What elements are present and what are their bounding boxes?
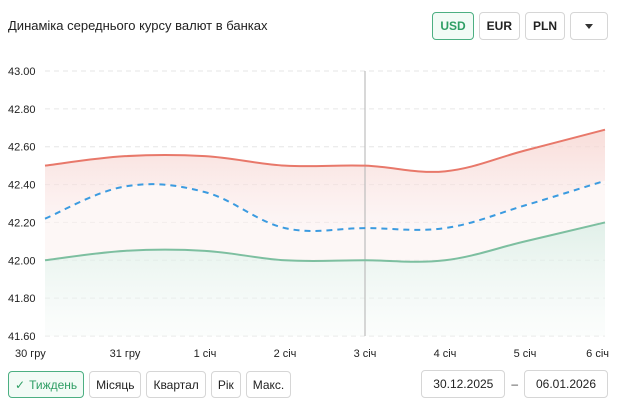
sell-area [45,129,605,231]
series-line-average [44,179,606,232]
y-tick-label: 42.40 [8,180,36,192]
period-quarter-button[interactable]: Квартал [146,371,206,398]
date-from-input[interactable]: 30.12.2025 [421,370,506,398]
y-tick-label: 41.60 [8,331,36,343]
series-line-buy [44,221,606,263]
x-tick-label: 2 січ [274,348,297,360]
y-tick-label: 41.80 [8,293,36,305]
x-tick-label: 6 січ [586,348,609,360]
period-week-button[interactable]: ✓ Тиждень [8,371,85,398]
period-year-button[interactable]: Рік [210,371,241,398]
check-icon: ✓ [15,377,26,392]
x-tick-label: 1 січ [194,348,217,360]
x-tick-label: 4 січ [434,348,457,360]
currency-more-button[interactable] [570,12,608,40]
period-max-button[interactable]: Макс. [245,371,292,398]
date-to-input[interactable]: 06.01.2026 [524,370,608,398]
period-month-button[interactable]: Місяць [89,371,142,398]
y-tick-label: 43.00 [8,66,36,78]
y-tick-label: 42.80 [8,104,36,116]
date-separator: – [511,377,518,391]
currency-selector: USD EUR PLN [432,12,608,40]
date-range: 30.12.2025 – 06.01.2026 [421,370,608,398]
period-selector: ✓ Тиждень Місяць Квартал Рік Макс. [8,371,292,398]
chart-title: Динаміка середнього курсу валют в банках [8,18,268,33]
currency-eur-button[interactable]: EUR [478,12,520,40]
series-line-sell [44,128,606,173]
currency-pln-button[interactable]: PLN [525,12,565,40]
x-tick-label: 3 січ [354,348,377,360]
currency-usd-button[interactable]: USD [432,12,474,40]
x-tick-label: 30 гру [15,348,46,360]
y-tick-label: 42.00 [8,255,36,267]
x-tick-label: 31 гру [110,348,141,360]
y-tick-label: 42.60 [8,142,36,154]
mid-area [45,180,605,262]
chevron-down-icon [585,23,593,29]
x-tick-label: 5 січ [514,348,537,360]
period-week-label: Тиждень [29,377,78,392]
y-tick-label: 42.20 [8,217,36,229]
